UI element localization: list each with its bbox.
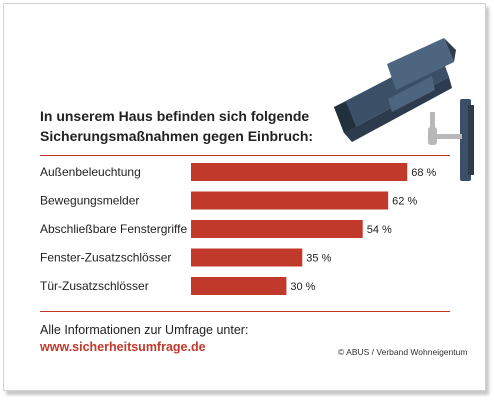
bar-chart: Außenbeleuchtung 68 % Bewegungsmelder 62 % A… <box>40 163 437 295</box>
category-label: Abschließbare Fenstergriffe <box>40 222 188 236</box>
copyright-text: © ABUS / Verband Wohneigentum <box>338 347 468 357</box>
value-label: 54 % <box>367 224 392 236</box>
top-divider <box>40 155 450 156</box>
category-label: Fenster-Zusatzschlösser <box>40 251 171 265</box>
bottom-divider <box>40 311 450 312</box>
footer-info-label: Alle Informationen zur Umfrage unter: <box>40 323 249 337</box>
bar <box>191 277 287 295</box>
value-label: 68 % <box>411 167 436 179</box>
category-label: Bewegungsmelder <box>40 194 139 208</box>
value-label: 30 % <box>290 281 315 293</box>
bar <box>191 163 408 181</box>
bar <box>191 220 363 238</box>
bar <box>191 191 389 210</box>
chart-title-line-2: Sicherungsmaßnahmen gegen Einbruch: <box>40 128 314 144</box>
security-camera-icon <box>334 38 474 181</box>
value-label: 62 % <box>392 196 417 208</box>
value-label: 35 % <box>306 253 331 265</box>
category-label: Außenbeleuchtung <box>40 165 141 179</box>
infographic-card: In unserem Haus befinden sich folgende S… <box>3 3 486 391</box>
category-label: Tür-Zusatzschlösser <box>40 279 149 293</box>
chart-title-line-1: In unserem Haus befinden sich folgende <box>40 108 310 124</box>
bar <box>191 248 303 267</box>
chart-title: In unserem Haus befinden sich folgende S… <box>40 106 330 146</box>
survey-link[interactable]: www.sicherheitsumfrage.de <box>40 340 206 354</box>
